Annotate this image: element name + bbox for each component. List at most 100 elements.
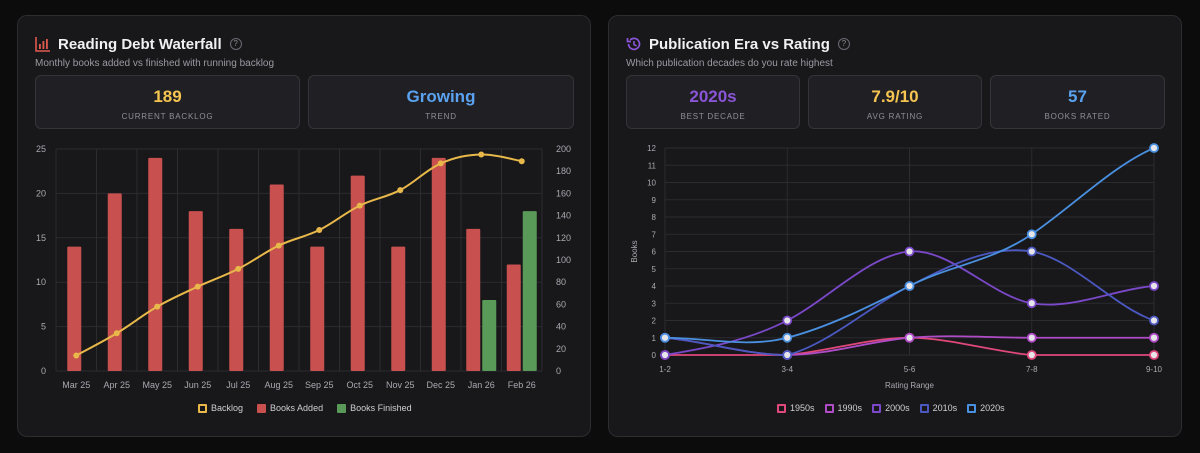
stat-label: TREND xyxy=(425,112,457,121)
help-icon[interactable]: ? xyxy=(837,38,850,50)
stat-value: 7.9/10 xyxy=(871,87,919,106)
y2-tick-label: 200 xyxy=(556,144,571,154)
stat-label: CURRENT BACKLOG xyxy=(121,112,214,121)
stat-value: Growing xyxy=(406,87,476,106)
x-tick-label: 5-6 xyxy=(904,365,916,374)
y-tick-label: 10 xyxy=(647,179,656,188)
y-tick-label: 15 xyxy=(36,233,46,243)
stat-label: AVG RATING xyxy=(866,112,924,121)
legend-item[interactable]: 2000s xyxy=(872,403,910,413)
y-tick-label: 2 xyxy=(652,317,657,326)
stat-value: 189 xyxy=(153,87,182,106)
backlog-point xyxy=(154,303,161,310)
y2-tick-label: 140 xyxy=(556,211,571,221)
backlog-point xyxy=(113,330,120,337)
backlog-point xyxy=(235,265,242,272)
stat-books-rated: 57 BOOKS RATED xyxy=(990,75,1165,129)
x-tick-label: Feb 26 xyxy=(508,380,536,390)
series-point-2000s xyxy=(1026,298,1037,309)
stat-value: 2020s xyxy=(689,87,737,106)
publication-era-panel: Publication Era vs Rating ? Which public… xyxy=(608,15,1182,437)
y-tick-label: 25 xyxy=(36,144,46,154)
series-point-2020s xyxy=(782,332,793,343)
legend-swatch xyxy=(777,403,786,413)
x-tick-label: Nov 25 xyxy=(386,380,415,390)
y-tick-label: 0 xyxy=(41,366,46,376)
legend-label: Backlog xyxy=(211,403,244,413)
bar-books-finished xyxy=(482,299,497,371)
legend-item[interactable]: Books Finished xyxy=(337,403,412,413)
x-tick-label: Jun 25 xyxy=(184,380,211,390)
series-point-2020s xyxy=(904,281,915,291)
y-tick-label: 10 xyxy=(36,277,46,287)
backlog-point xyxy=(518,158,525,165)
legend-label: 2000s xyxy=(885,403,910,413)
series-point-2000s xyxy=(782,315,793,326)
legend-swatch xyxy=(967,403,977,413)
series-point-1990s xyxy=(1149,332,1159,343)
series-point-2020s xyxy=(660,332,670,343)
backlog-point xyxy=(194,283,201,290)
x-tick-label: Aug 25 xyxy=(264,380,293,390)
backlog-line xyxy=(75,153,522,357)
stat-current-backlog: 189 CURRENT BACKLOG xyxy=(35,75,300,129)
legend-item[interactable]: Backlog xyxy=(198,403,243,413)
y-axis-title: Books xyxy=(630,240,639,262)
bar-books-added xyxy=(229,228,244,371)
legend-swatch xyxy=(257,403,267,413)
backlog-point xyxy=(316,227,323,234)
x-tick-label: Sep 25 xyxy=(305,380,334,390)
y2-tick-label: 120 xyxy=(556,233,571,243)
stat-label: BEST DECADE xyxy=(680,112,746,121)
backlog-point xyxy=(73,352,80,359)
legend-swatch xyxy=(198,403,207,413)
series-point-2020s xyxy=(1149,143,1159,153)
legend-label: 1950s xyxy=(790,403,815,413)
bar-books-added xyxy=(310,246,325,371)
y2-tick-label: 180 xyxy=(556,166,571,176)
backlog-point xyxy=(356,202,363,209)
legend-swatch xyxy=(919,403,929,413)
y2-tick-label: 40 xyxy=(556,322,566,332)
x-tick-label: Jan 26 xyxy=(468,380,495,390)
x-tick-label: Mar 25 xyxy=(62,380,90,390)
stat-trend: Growing TREND xyxy=(308,75,574,129)
x-tick-label: 9-10 xyxy=(1146,365,1163,374)
series-point-1950s xyxy=(1026,350,1037,360)
y-tick-label: 3 xyxy=(652,299,657,308)
x-tick-label: Jul 25 xyxy=(226,380,250,390)
legend-swatch xyxy=(824,403,834,413)
series-point-2000s xyxy=(1149,281,1159,291)
legend-item[interactable]: 2010s xyxy=(919,403,957,413)
x-tick-label: Apr 25 xyxy=(103,380,130,390)
y2-tick-label: 160 xyxy=(556,188,571,198)
legend-item[interactable]: 2020s xyxy=(967,403,1005,413)
reading-debt-panel: Reading Debt Waterfall ? Monthly books a… xyxy=(17,15,591,437)
y-tick-label: 9 xyxy=(652,196,657,205)
backlog-point xyxy=(478,151,485,158)
stat-label: BOOKS RATED xyxy=(1044,112,1111,121)
waterfall-chart: 0 5 10 15 20 25 0 20 40 60 80 100 120 140 160 180 200 Mar… xyxy=(36,144,571,390)
history-icon xyxy=(626,37,641,51)
panel-title: Reading Debt Waterfall ? xyxy=(34,34,242,54)
series-point-1990s xyxy=(904,332,915,343)
panel-title-text: Reading Debt Waterfall xyxy=(58,35,222,53)
bar-books-added xyxy=(431,157,446,371)
legend-item[interactable]: Books Added xyxy=(257,403,323,413)
bar-books-added xyxy=(148,157,163,371)
legend-item[interactable]: 1950s xyxy=(777,403,815,413)
bar-books-added xyxy=(269,184,284,371)
series-point-1990s xyxy=(1026,332,1037,343)
bar-books-added xyxy=(506,264,521,371)
y-tick-label: 6 xyxy=(652,248,657,257)
y-tick-label: 5 xyxy=(41,322,46,332)
series-point-1950s xyxy=(1149,350,1159,360)
series-point-2000s xyxy=(904,246,915,257)
bar-books-added xyxy=(67,246,82,371)
legend-item[interactable]: 1990s xyxy=(824,403,862,413)
legend-label: Books Finished xyxy=(350,403,412,413)
bar-books-added xyxy=(466,228,481,371)
help-icon[interactable]: ? xyxy=(229,38,242,50)
x-tick-label: Oct 25 xyxy=(346,380,373,390)
